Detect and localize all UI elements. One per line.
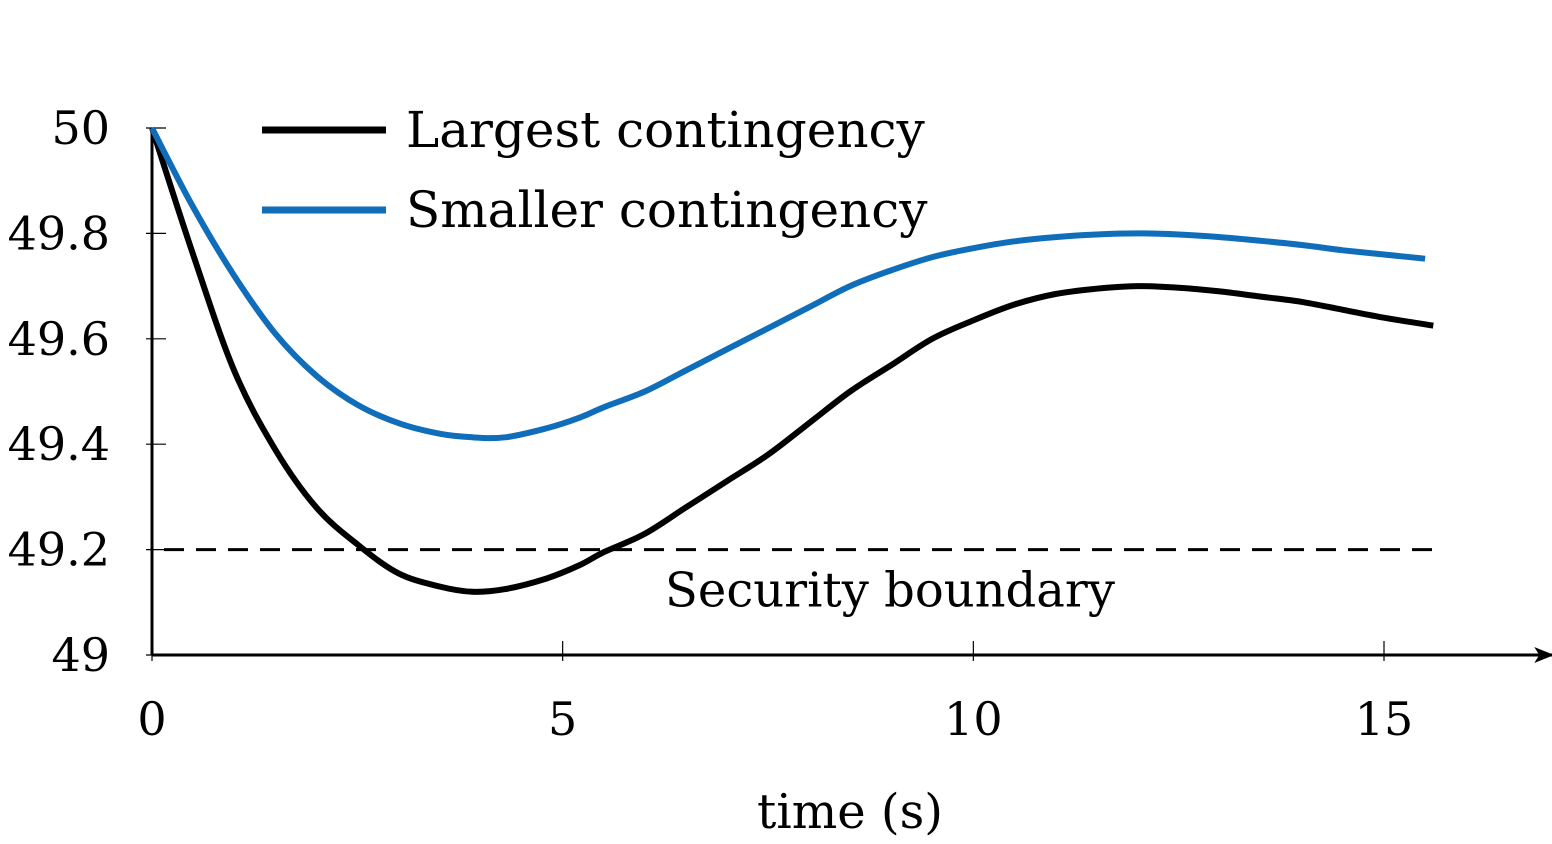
y-tick-label: 49 bbox=[51, 628, 110, 682]
largest-contingency-line bbox=[149, 127, 1434, 595]
y-ticks: 49 49.2 49.4 49.6 49.8 50 bbox=[8, 101, 166, 682]
x-tick-label: 10 bbox=[944, 692, 1003, 746]
x-tick-label: 0 bbox=[137, 692, 166, 746]
y-tick-label: 49.4 bbox=[8, 417, 110, 471]
security-boundary-label: Security boundary bbox=[665, 563, 1115, 619]
legend: Largest contingency Smaller contingency bbox=[262, 101, 928, 239]
legend-label-largest: Largest contingency bbox=[406, 101, 926, 159]
annotation-layer: Security boundary bbox=[164, 548, 1434, 619]
x-tick-label: 15 bbox=[1355, 692, 1414, 746]
axes bbox=[150, 128, 1552, 663]
y-tick-label: 49.8 bbox=[8, 206, 110, 260]
y-tick-label: 49.2 bbox=[8, 523, 110, 577]
y-tick-label: 50 bbox=[51, 101, 110, 155]
series-layer bbox=[149, 126, 1434, 595]
y-tick-label: 49.6 bbox=[8, 312, 110, 366]
x-tick-label: 5 bbox=[548, 692, 577, 746]
legend-label-smaller: Smaller contingency bbox=[406, 181, 928, 239]
x-ticks: 0 5 10 15 bbox=[137, 641, 1413, 746]
smaller-contingency-line bbox=[149, 126, 1426, 442]
x-axis-title: time (s) bbox=[757, 784, 943, 840]
